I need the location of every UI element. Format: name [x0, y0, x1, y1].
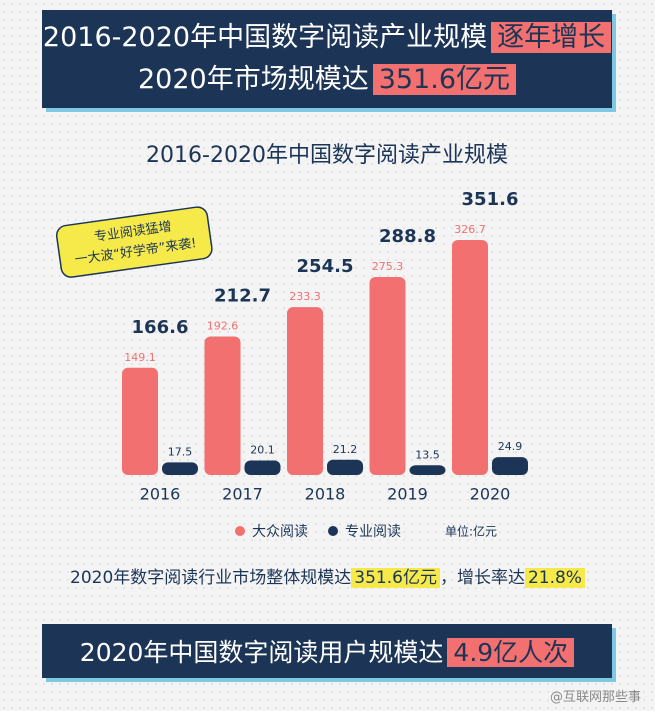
unit-label: 单位:亿元	[445, 524, 497, 539]
summary-text: 2020年数字阅读行业市场整体规模达	[70, 568, 352, 588]
bar	[204, 336, 241, 475]
legend-label: 专业阅读	[345, 523, 401, 540]
total-label: 212.7	[214, 285, 271, 306]
bar	[162, 462, 198, 475]
x-tick-label: 2019	[387, 485, 428, 504]
x-tick-label: 2018	[305, 485, 346, 504]
footer-text: 2020年中国数字阅读用户规模达	[79, 638, 444, 667]
header-text: 2020年市场规模达	[137, 64, 369, 95]
value-label: 149.1	[124, 351, 156, 364]
footer-banner: 2020年中国数字阅读用户规模达 4.9亿人次	[42, 624, 612, 678]
total-label: 166.6	[132, 317, 189, 338]
chart-title: 2016-2020年中国数字阅读产业规模	[146, 143, 508, 168]
note-box	[55, 206, 213, 278]
value-label: 326.7	[454, 223, 486, 236]
footer-line: 2020年中国数字阅读用户规模达 4.9亿人次	[79, 633, 575, 669]
watermark: @互联网那些事	[549, 690, 641, 705]
value-label: 21.2	[333, 443, 358, 456]
bar	[452, 240, 488, 475]
x-tick-label: 2016	[140, 485, 181, 504]
bar	[244, 460, 281, 475]
total-label: 254.5	[297, 256, 354, 277]
header-highlight: 逐年增长	[491, 22, 612, 53]
header-text: 2016-2020年中国数字阅读产业规模	[42, 22, 488, 53]
x-tick-label: 2017	[222, 485, 263, 504]
value-label: 192.6	[207, 319, 239, 332]
value-label: 24.9	[498, 440, 523, 453]
summary-highlight: 351.6亿元	[351, 568, 440, 588]
summary-highlight: 21.8%	[524, 568, 585, 588]
footer-highlight: 4.9亿人次	[447, 638, 575, 667]
value-label: 17.5	[168, 445, 193, 458]
total-label: 288.8	[379, 226, 436, 247]
value-label: 275.3	[372, 260, 404, 273]
legend-label: 大众阅读	[252, 523, 308, 540]
bar	[409, 465, 446, 475]
summary-text: ，增长率达	[439, 568, 525, 588]
bar	[122, 367, 158, 475]
header-line: 2016-2020年中国数字阅读产业规模 逐年增长	[42, 17, 612, 59]
x-tick-label: 2020	[470, 485, 511, 504]
bar	[327, 459, 363, 475]
total-label: 351.6	[462, 189, 519, 210]
header-banner: 2016-2020年中国数字阅读产业规模 逐年增长 2020年市场规模达 351.6…	[42, 10, 612, 108]
bar	[492, 457, 528, 475]
header-highlight: 351.6亿元	[372, 64, 516, 95]
legend-marker	[328, 526, 338, 536]
value-label: 233.3	[289, 290, 321, 303]
value-label: 20.1	[250, 444, 275, 457]
note: 专业阅读猛增 一大波“好学帝”来袭!	[55, 206, 213, 278]
bar	[369, 276, 406, 475]
legend-marker	[235, 526, 245, 536]
value-label: 13.5	[415, 448, 440, 461]
summary: 2020年数字阅读行业市场整体规模达 351.6亿元 ，增长率达 21.8%	[0, 563, 655, 588]
header-line: 2020年市场规模达 351.6亿元	[138, 59, 516, 101]
bar	[287, 307, 323, 475]
chart: 2016-2020年中国数字阅读产业规模 专业阅读猛增 一大波“好学帝”来袭! …	[55, 143, 528, 540]
